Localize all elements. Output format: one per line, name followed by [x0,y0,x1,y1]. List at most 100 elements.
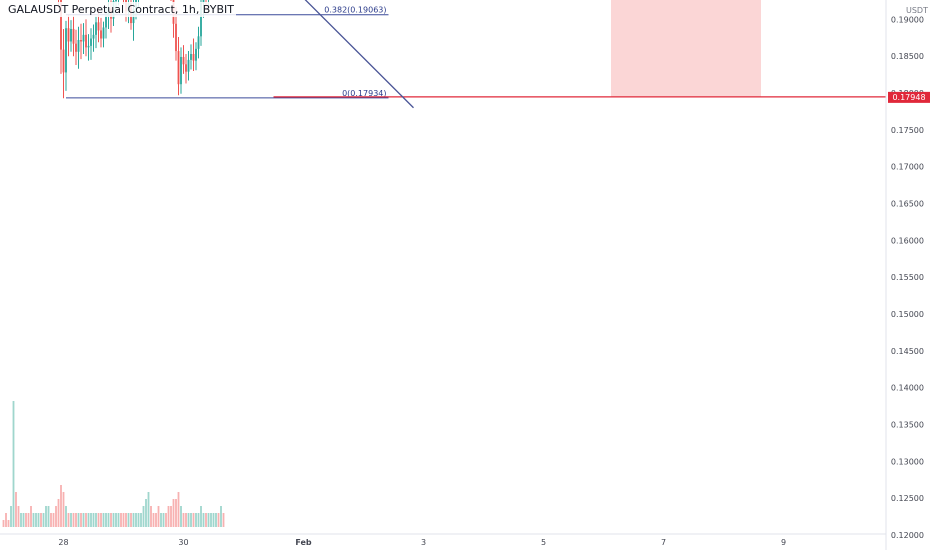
fib-label: 0.382(0.19063) [324,6,386,15]
candle-body [192,54,195,61]
volume-bar [37,513,40,527]
volume-bar [220,506,222,527]
candle-body [185,64,187,72]
x-tick-label: 30 [178,538,188,547]
volume-bar [125,513,127,527]
volume-bar [157,506,160,527]
volume-bar [170,506,172,527]
candle-body [90,38,92,46]
volume-bar [167,506,170,527]
volume-bar [200,506,202,527]
candle-body [100,30,102,39]
volume-bar [30,506,32,527]
volume-bar [152,513,155,527]
volume-bar [107,513,110,527]
candle-body [197,36,200,49]
volume-bar [67,513,70,527]
volume-bar [222,513,225,527]
volume-bar [172,499,175,527]
volume-bar [95,513,97,527]
x-tick-label: Feb [295,538,312,547]
candle-body [175,23,177,52]
volume-bar [115,513,117,527]
candle-body [182,56,185,65]
volume-bar [82,513,85,527]
stop-price-tag [888,91,930,103]
volume-bar [47,506,50,527]
candle-body [77,40,80,52]
volume-bar [150,506,152,527]
volume-bar [155,513,157,527]
y-tick-label: 0.13500 [891,421,924,430]
volume-bar [55,506,57,527]
volume-bar [132,513,135,527]
candle-body [97,22,100,31]
volume-bar [145,499,147,527]
candle-body [115,0,117,1]
candle-body [67,28,70,42]
x-tick-label: 5 [541,538,546,547]
volume-bar [190,513,192,527]
volume-bar [7,520,10,527]
volume-bar [97,513,100,527]
volume-bar [72,513,75,527]
volume-bar [215,513,217,527]
candle-body [75,43,77,52]
candle-body [65,28,67,73]
y-tick-label: 0.13000 [891,457,924,466]
candle-body [72,28,75,44]
volume-bar [137,513,140,527]
volume-bar [182,513,185,527]
volume-bar [57,499,60,527]
candle-body [187,59,190,72]
volume-bar [140,513,142,527]
volume-bar [110,513,112,527]
candle-body [200,3,202,37]
candle-body [62,49,65,73]
candle-body [95,22,97,35]
volume-bar [117,513,120,527]
trendline [304,0,414,109]
candle-body [92,34,95,39]
volume-bar [100,513,102,527]
volume-bar [197,513,200,527]
volume-bar [85,513,87,527]
y-tick-label: 0.15500 [891,273,924,282]
candle-body [80,40,82,42]
y-tick-label: 0.12500 [891,494,924,503]
volume-bar [205,513,207,527]
x-tick-label: 9 [781,538,786,547]
volume-bar [70,513,72,527]
candle-body [180,56,182,85]
candle-body [195,48,197,61]
candle-body [105,16,107,28]
volume-bar [75,513,77,527]
volume-bar [135,513,137,527]
candle-body [177,51,180,85]
candle-body [102,27,105,39]
volume-bar [165,513,167,527]
position-loss-zone [611,0,761,97]
volume-bar [147,492,150,527]
volume-bar [62,492,65,527]
fib-label: 0(0.17934) [342,89,386,98]
volume-bar [130,513,132,527]
candle-body [85,34,87,48]
volume-bar [127,513,130,527]
volume-bar [35,513,37,527]
volume-bar [160,513,162,527]
y-tick-label: 0.16000 [891,236,924,245]
y-tick-label: 0.18500 [891,52,924,61]
volume-bar [20,513,22,527]
volume-bar [12,401,15,527]
volume-bar [102,513,105,527]
y-tick-label: 0.14000 [891,384,924,393]
volume-bar [15,492,17,527]
currency-label: USDT [906,6,928,15]
volume-bar [22,513,25,527]
candle-body [82,34,85,42]
volume-bar [105,513,107,527]
volume-bar [65,506,67,527]
